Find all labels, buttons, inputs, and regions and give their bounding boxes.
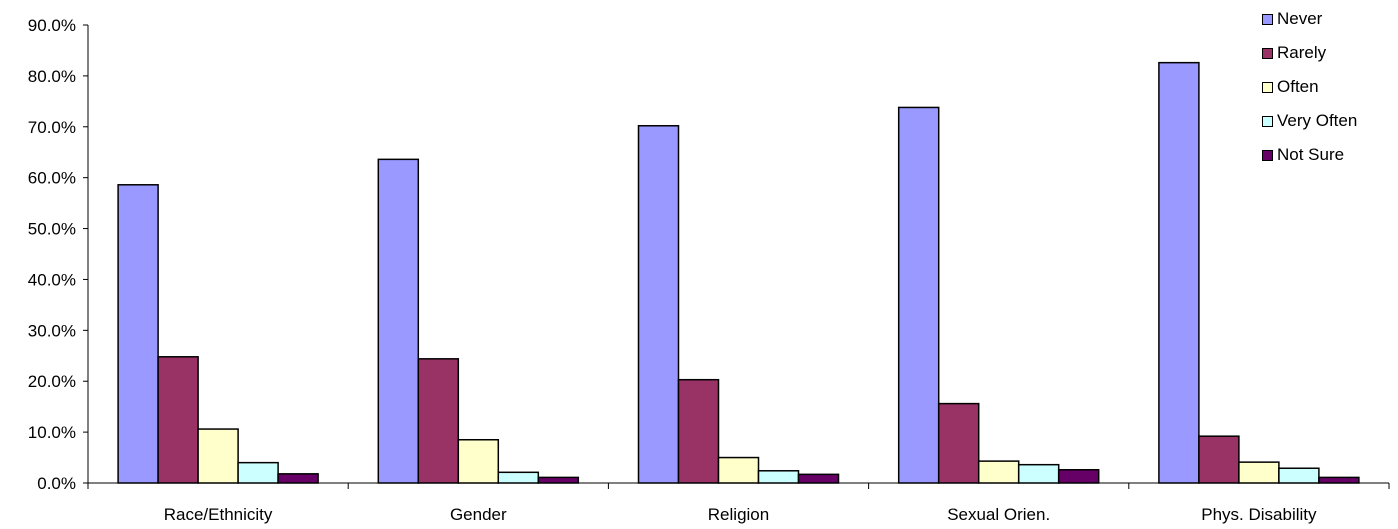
y-tick-label: 80.0% [28, 67, 76, 86]
legend-label: Not Sure [1277, 145, 1345, 164]
bar-rarely [677, 378, 720, 484]
bar-rarely [417, 358, 460, 484]
legend-label: Never [1277, 9, 1323, 28]
bars [117, 61, 1360, 484]
bar-never [117, 184, 159, 484]
bar-never [897, 106, 940, 484]
x-category-label: Sexual Orien. [947, 505, 1050, 524]
bar-not-sure [537, 476, 580, 484]
x-category-label: Gender [450, 505, 507, 524]
y-tick-label: 20.0% [28, 372, 76, 391]
bar-not-sure [277, 473, 319, 484]
y-tick-label: 30.0% [28, 321, 76, 340]
legend-label: Rarely [1277, 43, 1327, 62]
bar-never [377, 158, 420, 484]
bar-not-sure [797, 473, 840, 484]
bar-often [197, 428, 239, 484]
y-tick-label: 60.0% [28, 169, 76, 188]
bar-very-often [497, 471, 540, 484]
bar-very-often [1278, 467, 1320, 484]
y-tick-label: 90.0% [28, 16, 76, 35]
bar-very-often [757, 470, 800, 484]
y-tick-label: 0.0% [37, 474, 76, 493]
x-category-label: Religion [708, 505, 769, 524]
y-tick-label: 50.0% [28, 220, 76, 239]
legend: Never Rarely Often Very Often Not Sure [1262, 2, 1396, 172]
legend-swatch [1262, 13, 1273, 25]
bar-often [977, 460, 1020, 484]
bar-not-sure [1318, 476, 1360, 484]
bar-never [1158, 61, 1200, 484]
bar-often [717, 456, 760, 484]
x-category-label: Race/Ethnicity [164, 505, 273, 524]
bar-very-often [237, 461, 279, 484]
legend-label: Very Often [1277, 111, 1358, 130]
bar-rarely [157, 356, 199, 484]
legend-item: Not Sure [1262, 138, 1396, 172]
legend-item: Never [1262, 2, 1396, 36]
legend-label: Often [1277, 77, 1319, 96]
y-tick-label: 70.0% [28, 118, 76, 137]
bar-rarely [1198, 435, 1240, 484]
legend-swatch [1262, 47, 1273, 59]
bar-not-sure [1057, 469, 1100, 484]
bar-often [457, 438, 500, 484]
legend-item: Rarely [1262, 36, 1396, 70]
legend-swatch [1262, 81, 1273, 93]
bar-often [1238, 461, 1280, 484]
legend-swatch [1262, 115, 1273, 127]
bar-never [637, 125, 680, 484]
x-category-label: Phys. Disability [1201, 505, 1317, 524]
legend-item: Often [1262, 70, 1396, 104]
bar-rarely [937, 402, 980, 484]
legend-item: Very Often [1262, 104, 1396, 138]
y-tick-label: 10.0% [28, 423, 76, 442]
bar-very-often [1017, 463, 1060, 484]
legend-swatch [1262, 149, 1273, 161]
labels: 0.0% 10.0% 20.0% 30.0% 40.0% 50.0% 60.0% 70.0% 8… [28, 16, 1317, 524]
y-tick-label: 40.0% [28, 270, 76, 289]
